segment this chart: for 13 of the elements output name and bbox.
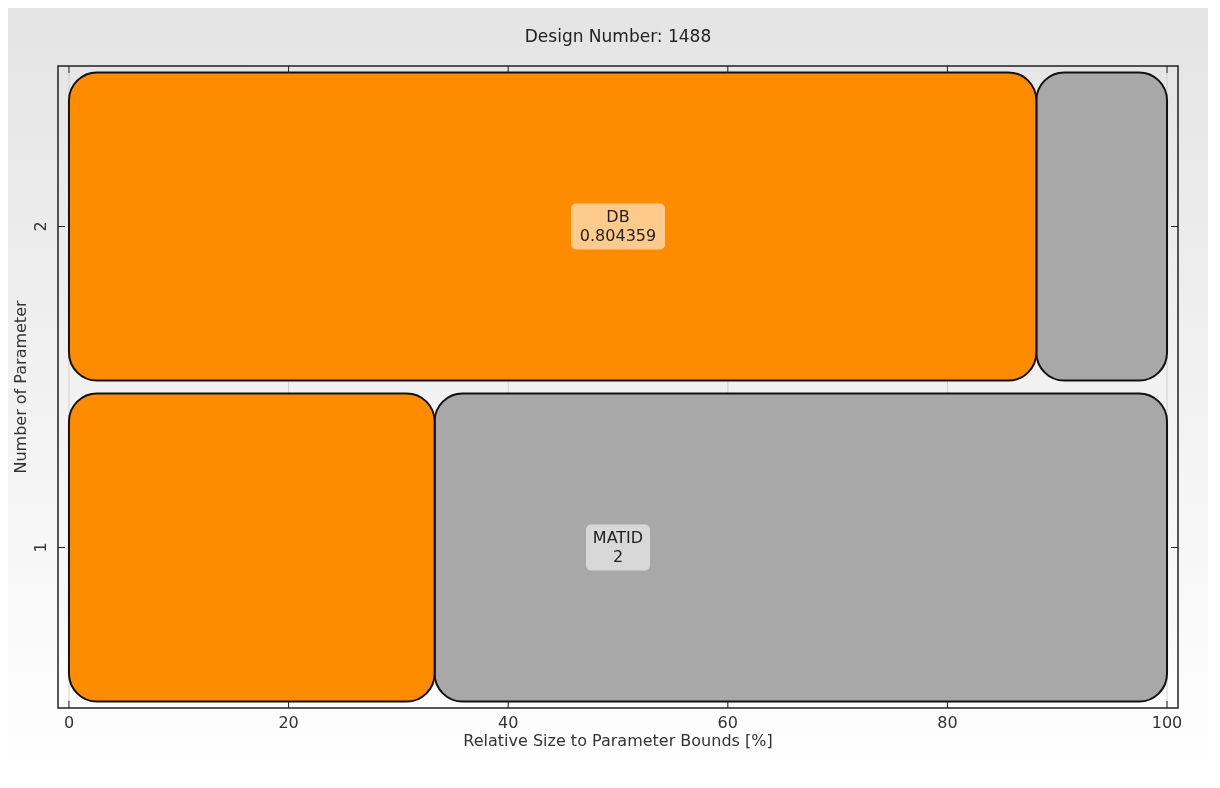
- annotation: MATID 2: [592, 527, 644, 566]
- x-tick-label: 60: [717, 713, 738, 732]
- x-tick-label: 40: [498, 713, 519, 732]
- annotation: DB 0.804359: [579, 206, 657, 245]
- chart-title: Design Number: 1488: [524, 26, 712, 46]
- y-axis-title: Number of Parameter: [11, 300, 30, 474]
- x-tick-label: 100: [1151, 713, 1183, 732]
- x-tick-label: 80: [937, 713, 958, 732]
- x-tick-label: 0: [63, 713, 75, 732]
- x-tick-label: 20: [278, 713, 299, 732]
- y-tick-label: 1: [31, 542, 50, 553]
- x-axis-title: Relative Size to Parameter Bounds [%]: [463, 731, 773, 750]
- y-tick-label: 2: [31, 221, 50, 232]
